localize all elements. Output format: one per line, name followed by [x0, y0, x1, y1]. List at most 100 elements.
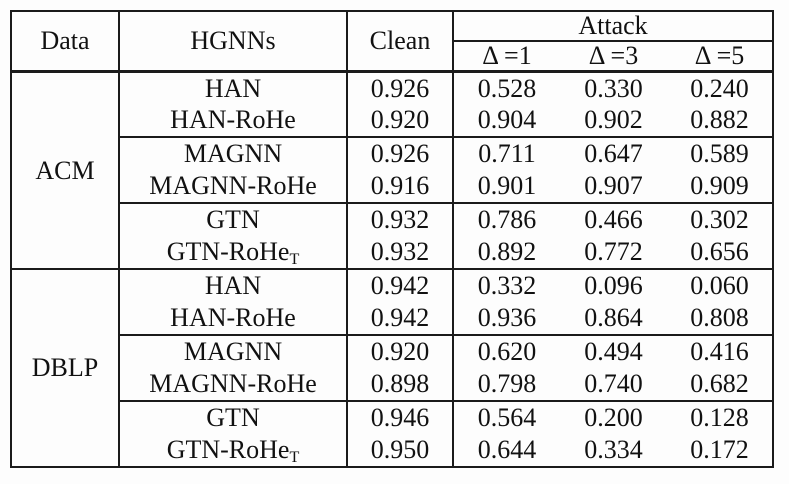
clean-value: 0.920 — [347, 335, 454, 368]
attack-value: 0.172 — [690, 435, 749, 465]
model-cell: GTN-RoHeT — [119, 434, 348, 467]
model-cell: GTN-RoHeT — [119, 236, 348, 270]
model-cell: MAGNN — [119, 335, 348, 368]
table-row: MAGNN 0.926 0.711 0.647 0.589 — [11, 137, 773, 170]
header-data: Data — [11, 11, 120, 73]
attack-value: 0.494 — [584, 337, 643, 367]
attack-value: 0.644 — [477, 435, 537, 465]
attack-value: 0.901 — [453, 170, 560, 204]
clean-value: 0.898 — [347, 368, 454, 402]
model-name: GTN — [206, 205, 260, 235]
attack-value: 0.740 — [560, 368, 667, 402]
table-row: GTN 0.946 0.564 0.200 0.128 — [11, 401, 773, 434]
model-cell: GTN — [119, 401, 348, 434]
attack-value: 0.330 — [584, 73, 643, 103]
model-name: MAGNN — [183, 139, 283, 169]
model-cell: HAN — [119, 71, 348, 104]
model-cell: HAN — [119, 269, 348, 302]
attack-value: 0.904 — [453, 104, 560, 138]
clean-value: 0.950 — [347, 434, 454, 467]
clean-value: 0.942 — [347, 269, 454, 302]
table-row: MAGNN-RoHe 0.898 0.798 0.740 0.682 — [11, 368, 774, 402]
model-cell: GTN — [119, 203, 348, 236]
attack-value: 0.528 — [477, 73, 537, 103]
model-name: GTN-RoHe — [166, 237, 290, 267]
model-name: GTN-RoHe — [166, 435, 290, 465]
header-delta-3: Δ =3 — [560, 41, 667, 73]
header-delta-1: Δ =1 — [453, 41, 560, 73]
header-row-1: Data HGNNs Clean Attack — [11, 11, 774, 73]
attack-value: 0.907 — [560, 170, 667, 204]
clean-value: 0.942 — [347, 302, 454, 336]
attack-value: 0.647 — [584, 139, 643, 169]
attack-value: 0.936 — [453, 302, 560, 336]
attack-value: 0.711 — [478, 139, 536, 169]
model-name: MAGNN-RoHe — [149, 171, 317, 201]
table-row: GTN-RoHeT 0.932 0.892 0.772 0.656 — [11, 236, 774, 270]
header-attack: Attack — [453, 11, 774, 42]
model-name: MAGNN — [183, 337, 283, 367]
attack-value: 0.334 — [584, 435, 643, 465]
table-row: ACM HAN 0.926 0.528 0.330 0.240 — [11, 71, 773, 270]
attack-value: 0.808 — [667, 302, 774, 336]
model-name: MAGNN-RoHe — [149, 369, 317, 399]
attack-value: 0.060 — [690, 271, 749, 301]
table-row: HAN-RoHe 0.942 0.936 0.864 0.808 — [11, 302, 774, 336]
attack-value: 0.128 — [690, 403, 749, 433]
model-name: HAN-RoHe — [170, 303, 296, 333]
table-row: DBLP HAN 0.942 0.332 0.096 0.060 — [11, 269, 773, 468]
clean-value: 0.926 — [347, 137, 454, 170]
model-subscript: T — [289, 251, 300, 269]
attack-value: 0.589 — [690, 139, 749, 169]
header-clean: Clean — [347, 11, 454, 73]
attack-value: 0.892 — [453, 236, 560, 270]
header-delta-5: Δ =5 — [667, 41, 774, 73]
model-name: GTN — [206, 403, 260, 433]
attack-value: 0.302 — [690, 205, 749, 235]
header-hgnns: HGNNs — [119, 11, 348, 73]
table-row: GTN-RoHeT 0.950 0.644 0.334 0.172 — [11, 434, 773, 467]
attack-value: 0.798 — [453, 368, 560, 402]
attack-value: 0.656 — [667, 236, 774, 270]
table-row: HAN-RoHe 0.920 0.904 0.902 0.882 — [11, 104, 774, 138]
model-cell: HAN-RoHe — [119, 104, 348, 138]
model-cell: HAN-RoHe — [119, 302, 348, 336]
model-name: HAN — [204, 73, 262, 103]
attack-value: 0.882 — [667, 104, 774, 138]
dataset-cell: ACM — [11, 71, 120, 270]
table-row: MAGNN 0.920 0.620 0.494 0.416 — [11, 335, 773, 368]
clean-value: 0.946 — [347, 401, 454, 434]
attack-value: 0.564 — [477, 403, 537, 433]
attack-value: 0.416 — [690, 337, 749, 367]
clean-value: 0.932 — [347, 203, 454, 236]
clean-value: 0.916 — [347, 170, 454, 204]
clean-value: 0.932 — [347, 236, 454, 270]
clean-value: 0.926 — [347, 71, 454, 104]
model-cell: MAGNN-RoHe — [119, 170, 348, 204]
attack-value: 0.772 — [560, 236, 667, 270]
attack-value: 0.096 — [584, 271, 643, 301]
model-cell: MAGNN-RoHe — [119, 368, 348, 402]
model-name: HAN — [204, 271, 262, 301]
table-body: ACM HAN 0.926 0.528 0.330 0.240 HAN-RoHe… — [11, 71, 774, 468]
model-subscript: T — [289, 449, 300, 467]
attack-value: 0.902 — [560, 104, 667, 138]
attack-value: 0.682 — [667, 368, 774, 402]
model-name: HAN-RoHe — [170, 105, 296, 135]
table-header: Data HGNNs Clean Attack Δ =1 Δ =3 Δ =5 — [11, 11, 774, 73]
attack-value: 0.786 — [477, 205, 537, 235]
attack-value: 0.466 — [584, 205, 643, 235]
attack-value: 0.909 — [667, 170, 774, 204]
attack-value: 0.200 — [584, 403, 643, 433]
results-table: Data HGNNs Clean Attack Δ =1 Δ =3 Δ =5 A… — [10, 10, 775, 468]
table-row: MAGNN-RoHe 0.916 0.901 0.907 0.909 — [11, 170, 774, 204]
dataset-cell: DBLP — [11, 269, 120, 468]
attack-value: 0.240 — [690, 73, 749, 103]
model-cell: MAGNN — [119, 137, 348, 170]
attack-value: 0.620 — [477, 337, 537, 367]
attack-value: 0.332 — [477, 271, 537, 301]
clean-value: 0.920 — [347, 104, 454, 138]
attack-value: 0.864 — [560, 302, 667, 336]
header-row-deltas: Δ =1 Δ =3 Δ =5 — [11, 41, 774, 73]
